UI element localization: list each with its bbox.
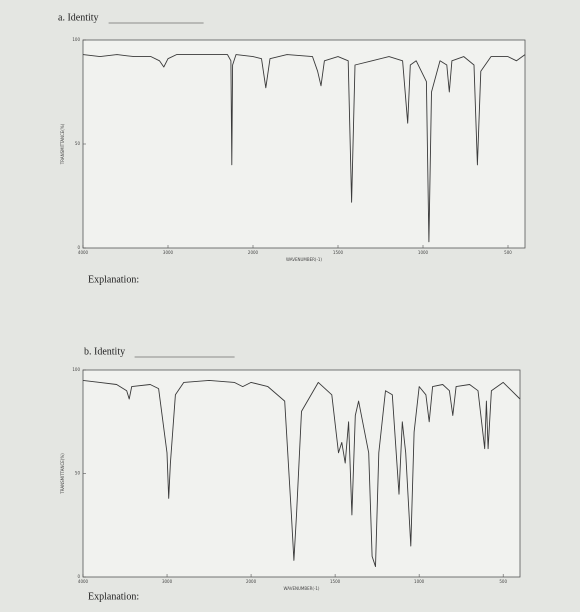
annotation: Explanation: — [88, 274, 139, 285]
y-tick-label: 0 — [77, 574, 80, 579]
x-tick-label: 2000 — [246, 579, 257, 584]
annotation: Explanation: — [88, 591, 139, 602]
x-tick-label: 1500 — [333, 250, 344, 255]
x-tick-label: 1000 — [414, 579, 425, 584]
x-tick-label: 500 — [504, 250, 512, 255]
x-tick-label: 4000 — [78, 250, 89, 255]
y-tick-label: 50 — [75, 471, 81, 476]
chart-title: a. Identity — [58, 12, 99, 23]
x-axis-label: WAVENUMBER(-1) — [286, 257, 322, 262]
x-tick-label: 4000 — [78, 579, 89, 584]
chart-title: b. Identity — [84, 346, 125, 357]
x-tick-label: 1500 — [330, 579, 341, 584]
spectrum-line — [82, 379, 521, 568]
x-tick-label: 2000 — [248, 250, 259, 255]
x-tick-label: 500 — [499, 579, 507, 584]
y-axis-label: TRANSMITTANCE(%) — [60, 123, 65, 165]
x-tick-label: 3000 — [163, 250, 174, 255]
plot-frame — [82, 39, 526, 249]
plot-frame — [82, 369, 521, 578]
y-tick-label: 100 — [72, 367, 80, 372]
y-tick-label: 50 — [75, 141, 81, 146]
y-tick-label: 100 — [72, 37, 80, 42]
spectrum-line — [82, 54, 526, 243]
y-tick-label: 0 — [77, 245, 80, 250]
y-axis-label: TRANSMITTANCE(%) — [60, 453, 65, 495]
x-tick-label: 1000 — [418, 250, 429, 255]
x-tick-label: 3000 — [162, 579, 173, 584]
x-axis-label: WAVENUMBER(-1) — [283, 586, 319, 591]
